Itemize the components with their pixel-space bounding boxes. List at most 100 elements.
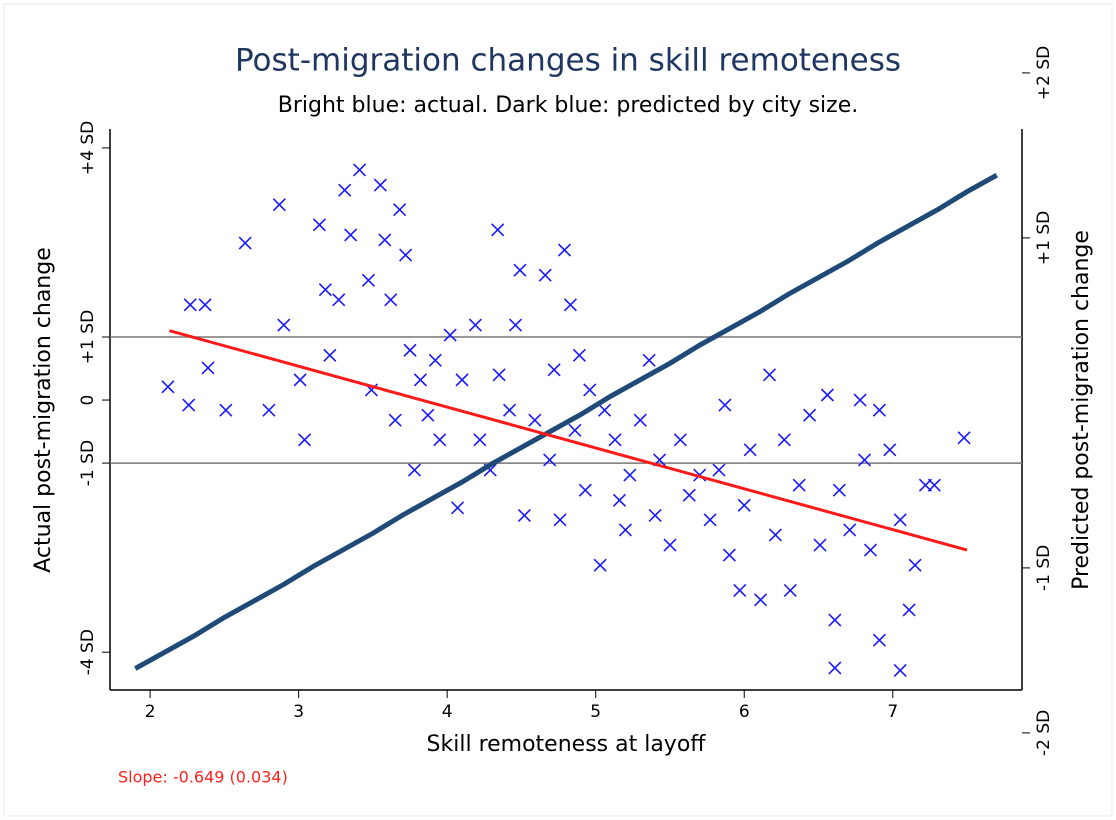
- scatter-point: [908, 558, 922, 572]
- y2-tick-label: +2 SD: [1034, 46, 1054, 100]
- y-tick-label: 0: [78, 395, 98, 406]
- scatter-point: [508, 318, 523, 332]
- scatter-point: [902, 603, 916, 617]
- scatter-point: [443, 328, 457, 342]
- scatter-point: [428, 353, 442, 367]
- y-tick-label: -1 SD: [78, 440, 98, 486]
- chart-subtitle: Bright blue: actual. Dark blue: predicte…: [278, 93, 858, 118]
- scatter-point: [583, 383, 597, 397]
- scatter-point: [183, 298, 197, 312]
- scatter-point: [832, 483, 846, 497]
- scatter-point: [491, 223, 505, 237]
- scatter-point: [568, 423, 582, 437]
- y2-axis-label: Predicted post-migration change: [1069, 230, 1094, 590]
- scatter-point: [352, 163, 367, 177]
- scatter-point: [803, 408, 817, 422]
- scatter-point: [393, 203, 407, 217]
- x-tick-label: 7: [887, 702, 898, 722]
- scatter-point: [399, 248, 413, 262]
- scatter-point: [318, 283, 332, 297]
- scatter-point: [893, 513, 907, 527]
- scatter-point: [608, 433, 622, 447]
- scatter-point: [623, 468, 637, 482]
- scatter-point: [455, 373, 469, 387]
- scatter-point: [338, 183, 352, 197]
- line-series: [134, 173, 998, 671]
- scatter-point: [384, 293, 398, 307]
- scatter-point: [182, 398, 196, 412]
- scatter-point: [598, 403, 612, 417]
- scatter-point: [722, 548, 736, 562]
- scatter-point: [513, 263, 527, 277]
- scatter-point: [703, 513, 717, 527]
- y2-tick-label: -1 SD: [1034, 545, 1054, 591]
- scatter-point: [893, 663, 907, 678]
- scatter-point: [323, 348, 337, 362]
- scatter-point: [161, 380, 175, 394]
- frame: [3, 3, 1113, 817]
- line-series: [169, 329, 968, 552]
- scatter-point: [578, 483, 592, 497]
- scatter-point: [843, 523, 857, 537]
- scatter-point: [403, 343, 417, 357]
- scatter-point: [733, 583, 747, 597]
- scatter-point: [538, 268, 552, 282]
- y-axis-label: Actual post-migration change: [31, 247, 56, 573]
- scatter-point: [783, 583, 797, 597]
- y-tick-label: +1 SD: [78, 310, 98, 364]
- scatter-point: [927, 478, 941, 492]
- scatter-point: [468, 318, 482, 332]
- scatter-point: [712, 463, 726, 477]
- scatter-point: [813, 538, 827, 552]
- x-tick-label: 6: [739, 702, 750, 722]
- scatter-point: [957, 431, 971, 445]
- scatter-point: [718, 398, 732, 412]
- scatter-point: [517, 508, 531, 522]
- scatter-point: [547, 363, 561, 377]
- scatter-point: [743, 443, 757, 457]
- scatter-point: [777, 433, 791, 447]
- scatter-point: [792, 478, 806, 492]
- scatter-point: [528, 413, 542, 427]
- scatter-point: [633, 413, 647, 427]
- scatter-point: [201, 361, 215, 375]
- scatter-point: [407, 463, 422, 477]
- scatter-point: [673, 433, 687, 447]
- scatter-point: [737, 498, 751, 512]
- scatter-point: [853, 393, 867, 407]
- scatter-point: [872, 633, 886, 647]
- scatter-point: [663, 538, 677, 552]
- scatter-point: [754, 593, 768, 607]
- scatter-point: [872, 403, 886, 417]
- scatter-point: [828, 613, 842, 627]
- scatter-point: [492, 368, 506, 382]
- scatter-point: [768, 528, 782, 542]
- scatter-point: [277, 318, 291, 332]
- x-tick-label: 2: [145, 702, 156, 722]
- x-axis-label: Skill remoteness at layoff: [427, 732, 707, 757]
- y-tick-label: -4 SD: [78, 629, 98, 675]
- scatter-point: [863, 543, 878, 557]
- scatter-point: [373, 178, 387, 192]
- scatter-point: [682, 488, 696, 502]
- scatter-point: [820, 388, 834, 402]
- scatter-point: [433, 433, 447, 447]
- scatter-point: [618, 523, 632, 537]
- scatter-point: [413, 373, 428, 387]
- x-tick-label: 5: [590, 702, 601, 722]
- chart-title: Post-migration changes in skill remotene…: [235, 43, 901, 79]
- scatter-point: [572, 348, 586, 362]
- scatter-point: [642, 353, 656, 367]
- scatter-point: [612, 493, 627, 507]
- scatter-point: [219, 403, 233, 417]
- y2-tick-label: +1 SD: [1034, 211, 1054, 265]
- x-tick-label: 3: [293, 702, 304, 722]
- annotation: Slope: -0.649 (0.034): [118, 768, 288, 787]
- x-tick-label: 4: [442, 702, 453, 722]
- scatter-point: [298, 433, 312, 447]
- scatter-point: [312, 218, 326, 232]
- scatter-point: [293, 373, 307, 387]
- scatter-point: [421, 408, 435, 422]
